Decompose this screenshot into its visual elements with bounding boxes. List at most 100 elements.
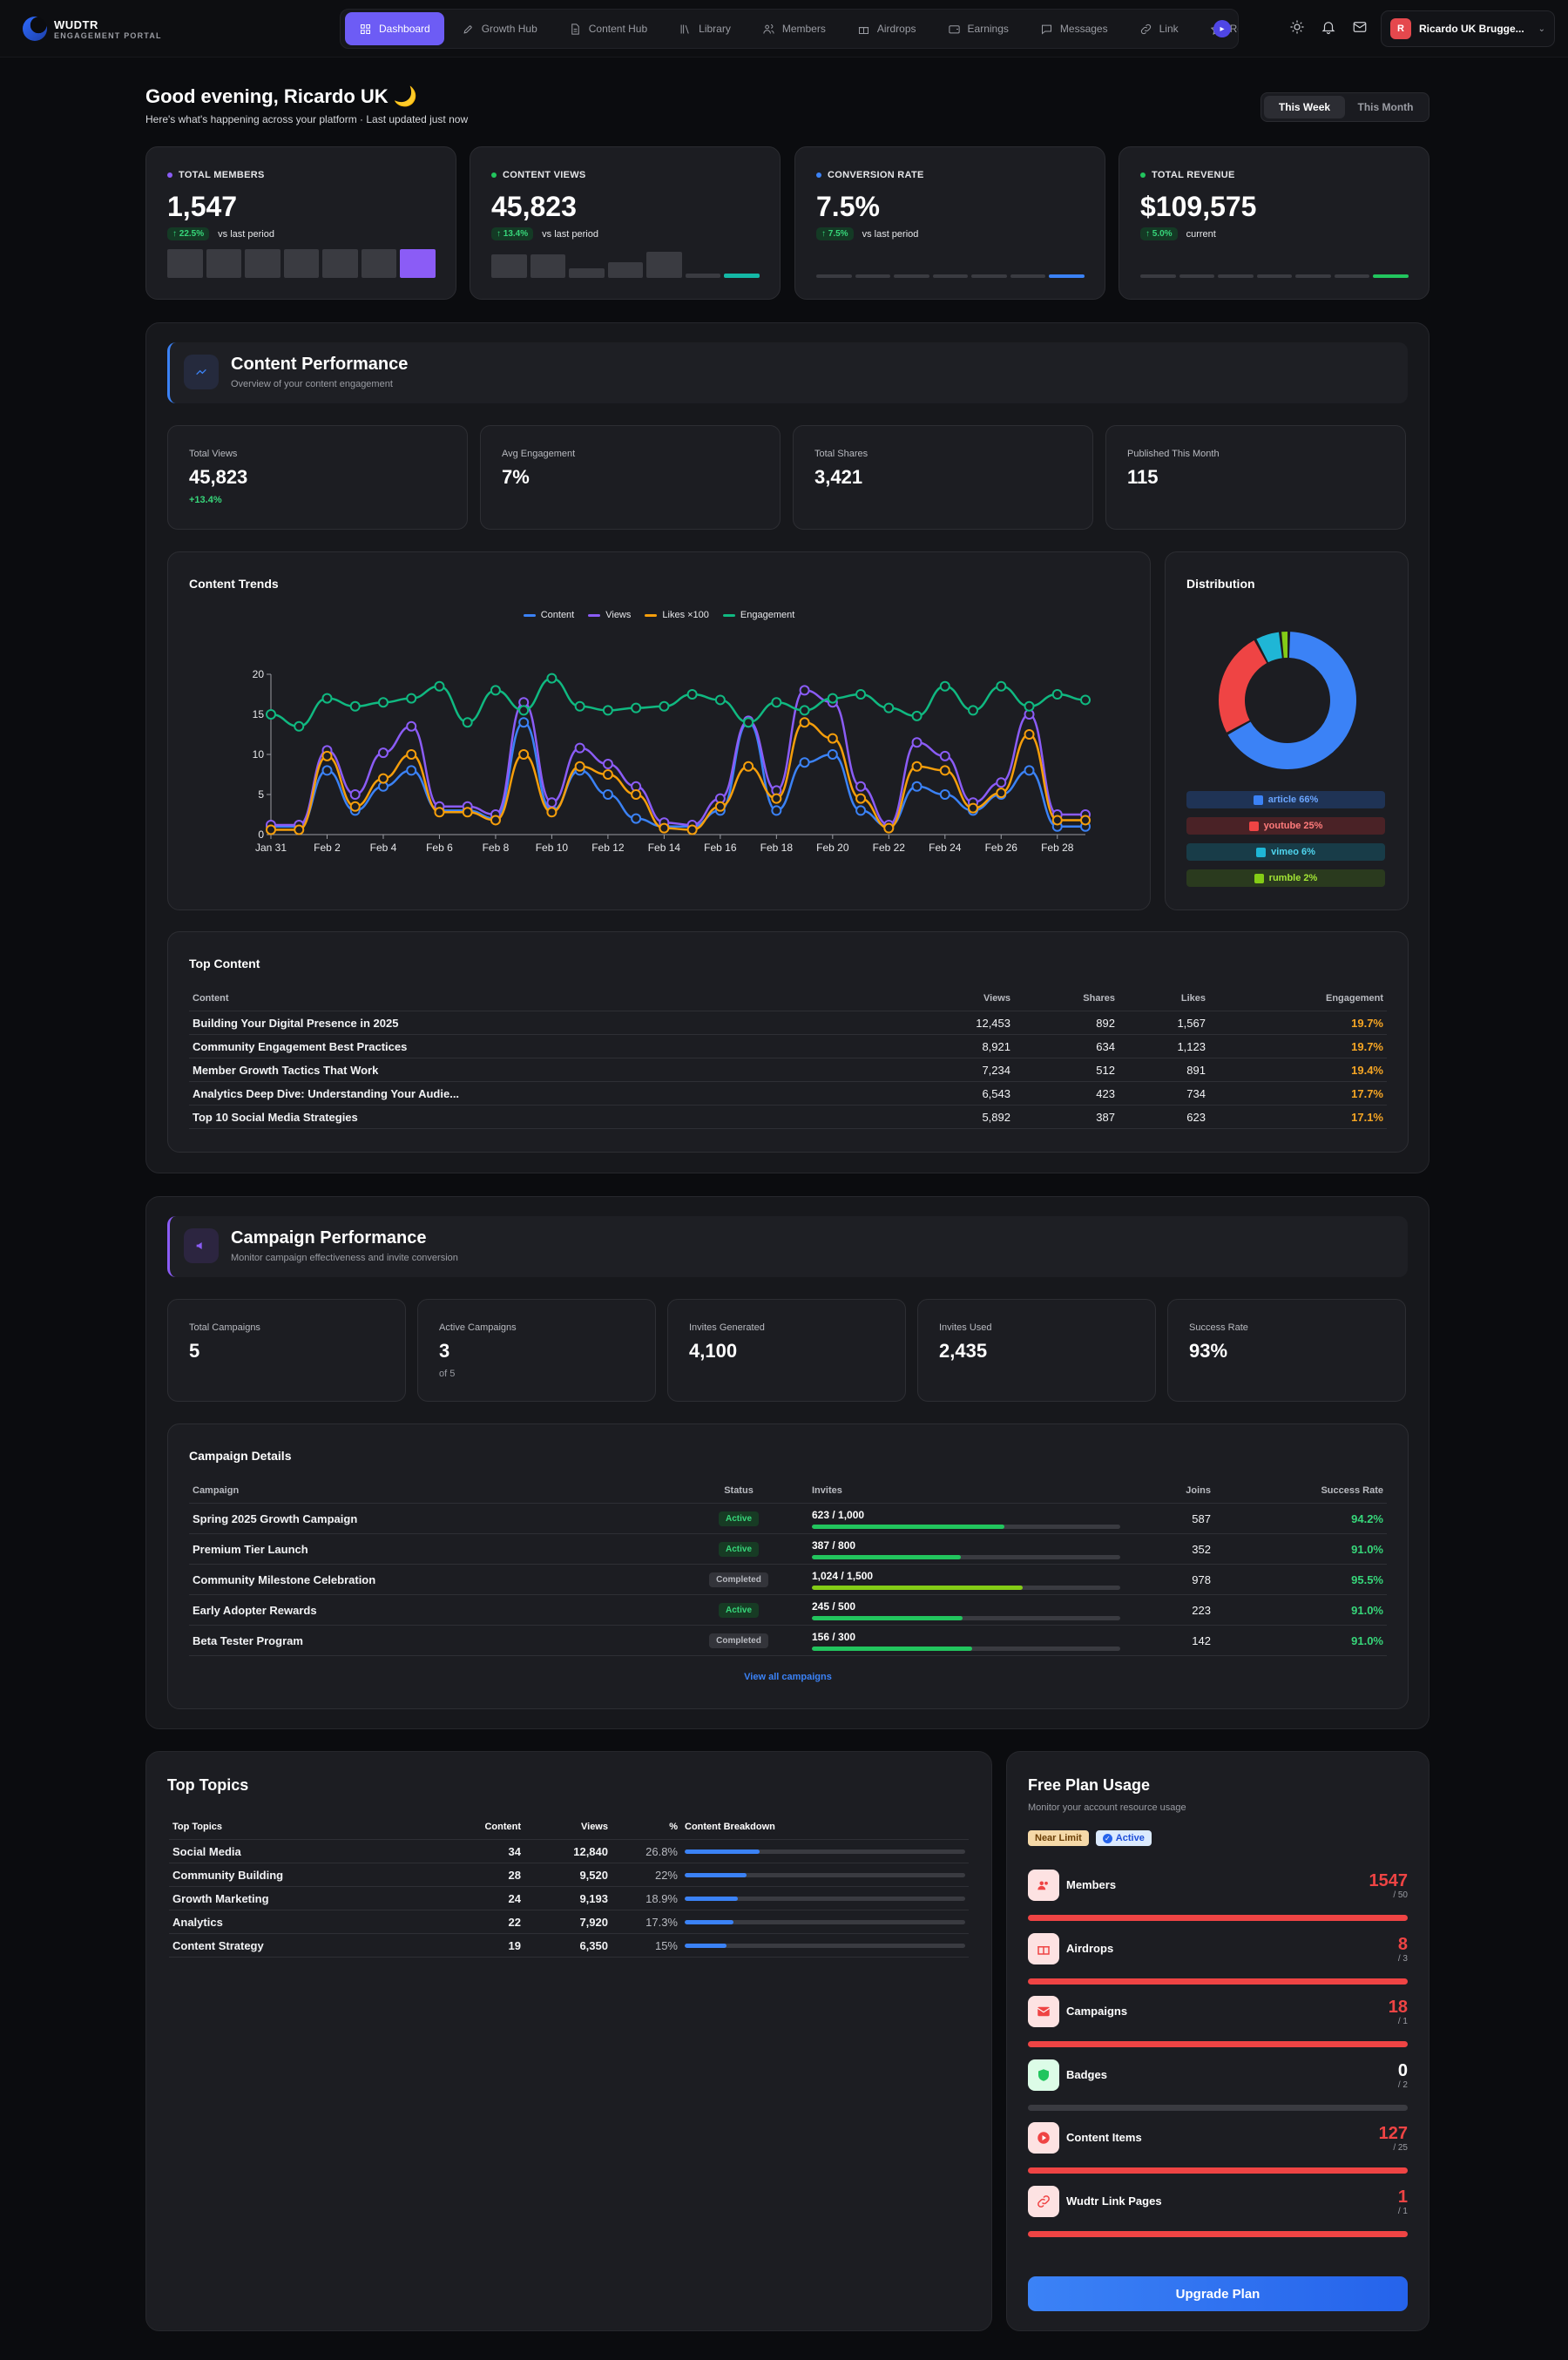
spark-bar [1218, 274, 1254, 278]
nav-item-members[interactable]: Members [748, 12, 840, 45]
usage-value: 8 [1397, 1934, 1408, 1954]
invites-cell: 156 / 300 [808, 1625, 1138, 1656]
status-badge: Completed [709, 1633, 768, 1648]
nav-item-library[interactable]: Library [665, 12, 745, 45]
success-rate-cell: 91.0% [1214, 1594, 1387, 1626]
table-row[interactable]: Early Adopter Rewards Active 245 / 500 223 9… [189, 1594, 1387, 1626]
data-point [771, 793, 782, 804]
distribution-item-article[interactable]: article 66% [1186, 791, 1385, 808]
data-point [883, 702, 895, 713]
legend-swatch [722, 613, 735, 617]
engagement-cell: 19.4% [1209, 1058, 1387, 1082]
nav-item-label: Link [1159, 23, 1179, 35]
table-row[interactable]: Community Milestone Celebration Completed… [189, 1564, 1387, 1595]
user-menu[interactable]: R Ricardo UK Brugge... ⌄ [1381, 10, 1555, 47]
series-engagement [266, 673, 1091, 732]
breakdown-cell [681, 1863, 969, 1887]
kpi-value: 1,547 [167, 191, 238, 222]
nav-item-airdrops[interactable]: Airdrops [843, 12, 930, 45]
legend-item-engagement[interactable]: Engagement [722, 610, 794, 620]
spark-bar [530, 254, 566, 278]
delta-note: vs last period [862, 228, 919, 240]
usage-progress-bar [1028, 1978, 1408, 1985]
success-rate-cell: 91.0% [1214, 1625, 1387, 1656]
mail-icon [1028, 1996, 1059, 2028]
table-row[interactable]: Spring 2025 Growth Campaign Active 623 / 1… [189, 1503, 1387, 1534]
breakdown-cell [681, 1886, 969, 1910]
stat-card-published-this-month: Published This Month 115 [1105, 425, 1406, 530]
distribution-item-youtube[interactable]: youtube 25% [1186, 817, 1385, 835]
table-row[interactable]: Analytics Deep Dive: Understanding Your … [189, 1081, 1387, 1106]
column-header: Views [918, 993, 1014, 1011]
stat-label: Success Rate [1189, 1322, 1248, 1333]
distribution-item-rumble[interactable]: rumble 2% [1186, 869, 1385, 887]
notifications-bell-icon[interactable] [1321, 19, 1336, 37]
status-dot [816, 172, 821, 178]
status-cell: Active [669, 1503, 808, 1534]
table-row[interactable]: Building Your Digital Presence in 2025 12… [189, 1011, 1387, 1035]
stat-value: 93% [1189, 1340, 1228, 1362]
nav-item-growth-hub[interactable]: Growth Hub [448, 12, 551, 45]
stat-card-total-campaigns: Total Campaigns 5 [167, 1299, 406, 1402]
usage-progress-bar [1028, 2231, 1408, 2237]
data-point [406, 693, 417, 704]
data-point [546, 673, 558, 684]
data-point [1080, 815, 1091, 826]
legend-item-likes-100[interactable]: Likes ×100 [645, 610, 709, 620]
link-icon [1139, 23, 1152, 36]
legend-item-content[interactable]: Content [523, 610, 574, 620]
campaign-name: Community Milestone Celebration [189, 1564, 669, 1595]
usage-progress-bar [1028, 2104, 1408, 2111]
section-title: Free Plan Usage [1028, 1776, 1151, 1794]
mail-icon[interactable] [1352, 19, 1368, 37]
theme-toggle-icon[interactable] [1289, 19, 1305, 37]
table-row[interactable]: Premium Tier Launch Active 387 / 800 352 91.… [189, 1533, 1387, 1565]
status-badge: Active [718, 1511, 759, 1526]
data-point [377, 697, 389, 708]
data-point [602, 705, 613, 716]
stat-card-invites-generated: Invites Generated 4,100 [667, 1299, 906, 1402]
table-row[interactable]: Member Growth Tactics That Work 7,234 512 8… [189, 1058, 1387, 1082]
distribution-item-vimeo[interactable]: vimeo 6% [1186, 843, 1385, 861]
content-title: Analytics Deep Dive: Understanding Your … [189, 1081, 918, 1106]
nav-item-label: Dashboard [379, 23, 430, 35]
data-point [799, 757, 810, 768]
nav-item-link[interactable]: Link [1125, 12, 1193, 45]
chevron-down-icon: ⌄ [1538, 24, 1545, 34]
nav-item-earnings[interactable]: Earnings [934, 12, 1023, 45]
table-row[interactable]: Social Media 34 12,840 26.8% [169, 1839, 969, 1863]
table-row[interactable]: Beta Tester Program Completed 156 / 300 142… [189, 1625, 1387, 1656]
data-point [714, 694, 726, 706]
usage-value: 1547 [1369, 1871, 1409, 1890]
nav-item-content-hub[interactable]: Content Hub [555, 12, 661, 45]
table-row[interactable]: Top 10 Social Media Strategies 5,892 387 62… [189, 1105, 1387, 1129]
usage-progress-fill [1028, 2167, 1408, 2174]
this-month-button[interactable]: This Month [1357, 101, 1414, 113]
data-point [996, 788, 1007, 799]
table-row[interactable]: Community Building 28 9,520 22% [169, 1863, 969, 1887]
nav-item-messages[interactable]: Messages [1026, 12, 1122, 45]
table-row[interactable]: Community Engagement Best Practices 8,921… [189, 1034, 1387, 1058]
data-point [911, 737, 923, 748]
table-row[interactable]: Growth Marketing 24 9,193 18.9% [169, 1886, 969, 1910]
data-point [771, 697, 782, 708]
nav-item-dashboard[interactable]: Dashboard [345, 12, 444, 45]
nav-scroll-right-button[interactable]: ▸ [1213, 20, 1231, 37]
upgrade-plan-button[interactable]: Upgrade Plan [1028, 2276, 1408, 2311]
delta-badge: ↑ 5.0% [1140, 227, 1178, 240]
table-row[interactable]: Content Strategy 19 6,350 15% [169, 1933, 969, 1958]
this-week-button[interactable]: This Week [1264, 96, 1345, 118]
legend-item-views[interactable]: Views [588, 610, 631, 620]
column-header: Top Topics [169, 1822, 437, 1840]
kpi-card-total-revenue: TOTAL REVENUE $109,575 ↑ 5.0% current [1119, 146, 1429, 300]
data-point [631, 702, 642, 713]
breakdown-cell [681, 1910, 969, 1934]
view-all-campaigns-link[interactable]: View all campaigns [744, 1672, 832, 1682]
table-row[interactable]: Analytics 22 7,920 17.3% [169, 1910, 969, 1934]
series-content [266, 717, 1091, 832]
success-rate-cell: 94.2% [1214, 1503, 1387, 1534]
spark-bar [400, 249, 436, 278]
stat-label: Total Campaigns [189, 1322, 260, 1333]
invites-cell: 623 / 1,000 [808, 1503, 1138, 1534]
brand-logo[interactable]: WUDTR ENGAGEMENT PORTAL [23, 17, 162, 41]
